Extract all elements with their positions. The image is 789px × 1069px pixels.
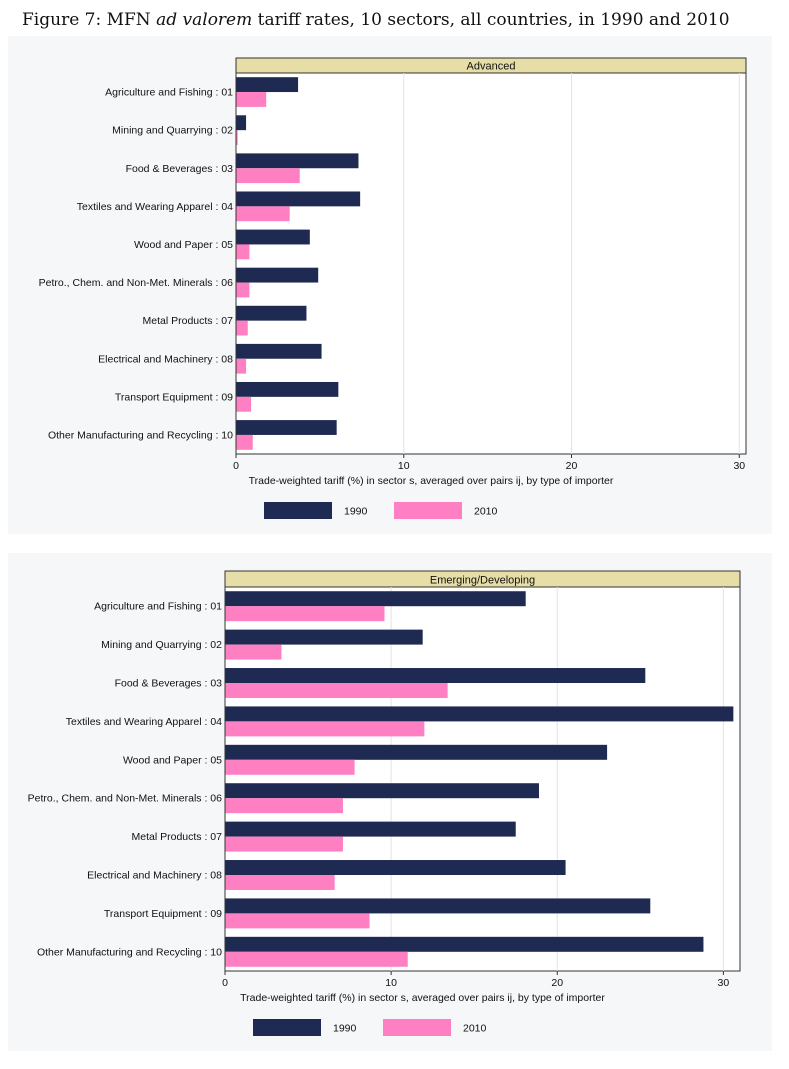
bar-1990-7: [225, 821, 516, 837]
legend-label-1990: 1990: [344, 506, 368, 518]
bar-1990-2: [236, 115, 247, 131]
x-tick-label: 0: [233, 460, 239, 472]
legend-label-1990: 1990: [333, 1023, 357, 1035]
chart-panel-emerging-developing: Emerging/Developing Agriculture and Fishi…: [8, 553, 772, 1051]
category-label: Wood and Paper : 05: [123, 754, 222, 766]
bar-1990-2: [225, 629, 423, 645]
bar-2010-9: [225, 913, 370, 929]
bar-2010-4: [236, 206, 290, 222]
figure-title: Figure 7: MFN ad valorem tariff rates, 1…: [22, 10, 782, 30]
legend-swatch-2010: [383, 1019, 451, 1036]
category-label: Mining and Quarrying : 02: [112, 125, 233, 137]
x-tick-label: 30: [718, 977, 730, 989]
figure-title-prefix: Figure 7: MFN: [22, 10, 157, 30]
panel-title-strip: [224, 570, 741, 588]
bar-1990-4: [225, 706, 734, 722]
x-axis-title: Trade-weighted tariff (%) in sector s, a…: [249, 475, 614, 487]
bar-2010-2: [225, 644, 282, 660]
bar-1990-5: [236, 229, 310, 245]
bar-2010-7: [236, 320, 248, 336]
category-label: Other Manufacturing and Recycling : 10: [37, 946, 222, 958]
bar-1990-6: [236, 267, 319, 283]
legend-swatch-2010: [394, 502, 462, 519]
bar-2010-8: [225, 875, 335, 890]
bar-2010-1: [225, 606, 385, 622]
category-label: Wood and Paper : 05: [134, 239, 233, 251]
x-tick-label: 10: [385, 977, 397, 989]
legend-label-2010: 2010: [463, 1023, 487, 1035]
bar-2010-7: [225, 836, 343, 852]
bar-1990-10: [225, 936, 704, 952]
bar-1990-3: [225, 668, 646, 683]
legend-label-2010: 2010: [474, 506, 498, 518]
bar-1990-9: [225, 898, 651, 914]
bar-2010-8: [236, 358, 247, 374]
bar-2010-4: [225, 721, 425, 737]
x-tick-label: 20: [566, 460, 578, 472]
bar-2010-2: [236, 130, 238, 146]
bar-1990-5: [225, 744, 608, 760]
bar-1990-1: [236, 77, 299, 93]
bar-1990-9: [236, 381, 339, 397]
category-label: Food & Beverages : 03: [115, 678, 223, 690]
x-axis-title: Trade-weighted tariff (%) in sector s, a…: [240, 992, 605, 1004]
bar-1990-6: [225, 783, 539, 799]
bar-2010-5: [236, 244, 250, 260]
chart-panel-advanced: Advanced Agriculture and Fishing : 01 Mini…: [8, 36, 772, 534]
legend-swatch-1990: [264, 502, 332, 519]
panel-title-strip: [235, 57, 747, 74]
category-label: Transport Equipment : 09: [104, 908, 222, 920]
bar-1990-7: [236, 305, 307, 321]
x-tick-label: 30: [733, 460, 745, 472]
category-label: Electrical and Machinery : 08: [87, 870, 222, 882]
chart-emerging-developing: Emerging/Developing Agriculture and Fishi…: [28, 570, 741, 1036]
x-tick-label: 20: [551, 977, 563, 989]
bar-1990-4: [236, 191, 361, 207]
category-label: Food & Beverages : 03: [126, 163, 234, 175]
x-tick-label: 10: [398, 460, 410, 472]
category-label: Agriculture and Fishing : 01: [105, 87, 233, 99]
panel-title: Advanced: [467, 61, 516, 73]
panel-title: Emerging/Developing: [430, 575, 535, 587]
x-tick-label: 0: [222, 977, 228, 989]
bar-1990-1: [225, 591, 526, 607]
figure-title-italic: ad valorem: [156, 10, 253, 30]
category-label: Textiles and Wearing Apparel : 04: [66, 716, 222, 728]
bar-2010-3: [225, 683, 448, 698]
category-label: Metal Products : 07: [143, 315, 234, 327]
category-label: Agriculture and Fishing : 01: [94, 601, 222, 613]
chart-advanced: Advanced Agriculture and Fishing : 01 Mini…: [39, 57, 747, 519]
bar-1990-8: [236, 343, 322, 359]
legend-swatch-1990: [253, 1019, 321, 1036]
bar-2010-10: [236, 434, 253, 450]
bar-2010-1: [236, 92, 267, 107]
category-label: Petro., Chem. and Non-Met. Minerals : 06: [39, 277, 233, 289]
category-label: Transport Equipment : 09: [115, 391, 233, 403]
bar-1990-8: [225, 860, 566, 875]
category-label: Petro., Chem. and Non-Met. Minerals : 06: [28, 793, 222, 805]
category-label: Other Manufacturing and Recycling : 10: [48, 429, 233, 441]
bar-1990-10: [236, 420, 337, 435]
category-label: Textiles and Wearing Apparel : 04: [77, 201, 233, 213]
bar-2010-6: [225, 798, 343, 814]
bar-1990-3: [236, 153, 359, 169]
bar-2010-10: [225, 951, 408, 967]
bar-2010-9: [236, 396, 252, 412]
bar-2010-5: [225, 759, 355, 775]
figure-title-suffix: tariff rates, 10 sectors, all countries,…: [252, 10, 730, 30]
category-label: Mining and Quarrying : 02: [101, 639, 222, 651]
bar-2010-3: [236, 168, 300, 184]
bar-2010-6: [236, 282, 250, 298]
category-label: Electrical and Machinery : 08: [98, 353, 233, 365]
category-label: Metal Products : 07: [132, 831, 223, 843]
